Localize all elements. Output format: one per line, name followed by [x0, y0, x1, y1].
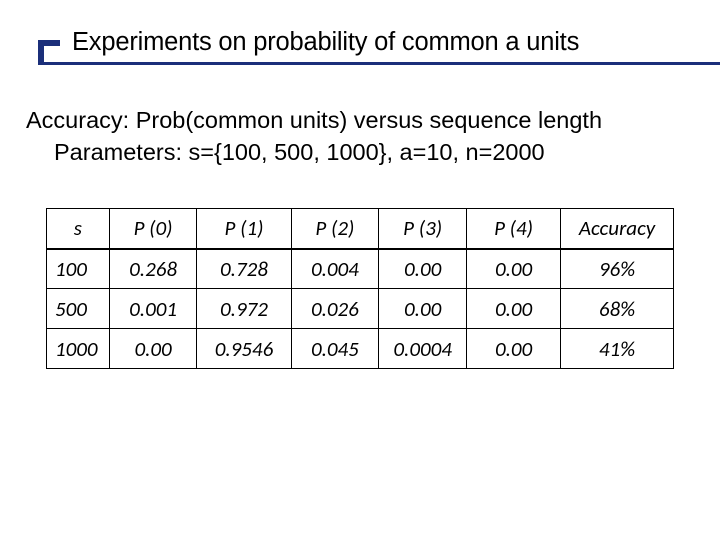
- table-row: 500 0.001 0.972 0.026 0.00 0.00 68%: [47, 289, 674, 329]
- cell-p1: 0.972: [197, 289, 291, 329]
- subtitle-line-2: Parameters: s={100, 500, 1000}, a=10, n=…: [26, 137, 694, 169]
- cell-p3: 0.0004: [379, 329, 467, 369]
- cell-acc: 96%: [561, 249, 674, 289]
- col-header: P (3): [379, 209, 467, 249]
- col-header: P (1): [197, 209, 291, 249]
- cell-acc: 68%: [561, 289, 674, 329]
- cell-p4: 0.00: [467, 289, 561, 329]
- cell-p1: 0.728: [197, 249, 291, 289]
- table-row: 100 0.268 0.728 0.004 0.00 0.00 96%: [47, 249, 674, 289]
- table-row: 1000 0.00 0.9546 0.045 0.0004 0.00 41%: [47, 329, 674, 369]
- col-header: P (4): [467, 209, 561, 249]
- cell-p0: 0.00: [109, 329, 197, 369]
- col-header: s: [47, 209, 110, 249]
- subtitle-line-1: Accuracy: Prob(common units) versus sequ…: [26, 105, 694, 137]
- table-header-row: s P (0) P (1) P (2) P (3) P (4) Accuracy: [47, 209, 674, 249]
- cell-p4: 0.00: [467, 249, 561, 289]
- cell-s: 1000: [47, 329, 110, 369]
- cell-p0: 0.001: [109, 289, 197, 329]
- cell-acc: 41%: [561, 329, 674, 369]
- cell-p3: 0.00: [379, 249, 467, 289]
- cell-p2: 0.045: [291, 329, 379, 369]
- slide-title: Experiments on probability of common a u…: [72, 28, 579, 57]
- data-table: s P (0) P (1) P (2) P (3) P (4) Accuracy…: [46, 208, 674, 369]
- data-table-wrap: s P (0) P (1) P (2) P (3) P (4) Accuracy…: [46, 208, 674, 369]
- cell-s: 500: [47, 289, 110, 329]
- cell-p0: 0.268: [109, 249, 197, 289]
- col-header: P (2): [291, 209, 379, 249]
- cell-p2: 0.004: [291, 249, 379, 289]
- col-header: Accuracy: [561, 209, 674, 249]
- cell-p3: 0.00: [379, 289, 467, 329]
- col-header: P (0): [109, 209, 197, 249]
- cell-p1: 0.9546: [197, 329, 291, 369]
- cell-s: 100: [47, 249, 110, 289]
- cell-p2: 0.026: [291, 289, 379, 329]
- title-bar: Experiments on probability of common a u…: [0, 18, 720, 66]
- cell-p4: 0.00: [467, 329, 561, 369]
- title-bullet-icon: [38, 40, 60, 62]
- subtitle-paragraph: Accuracy: Prob(common units) versus sequ…: [26, 105, 694, 168]
- title-underline: [38, 62, 720, 65]
